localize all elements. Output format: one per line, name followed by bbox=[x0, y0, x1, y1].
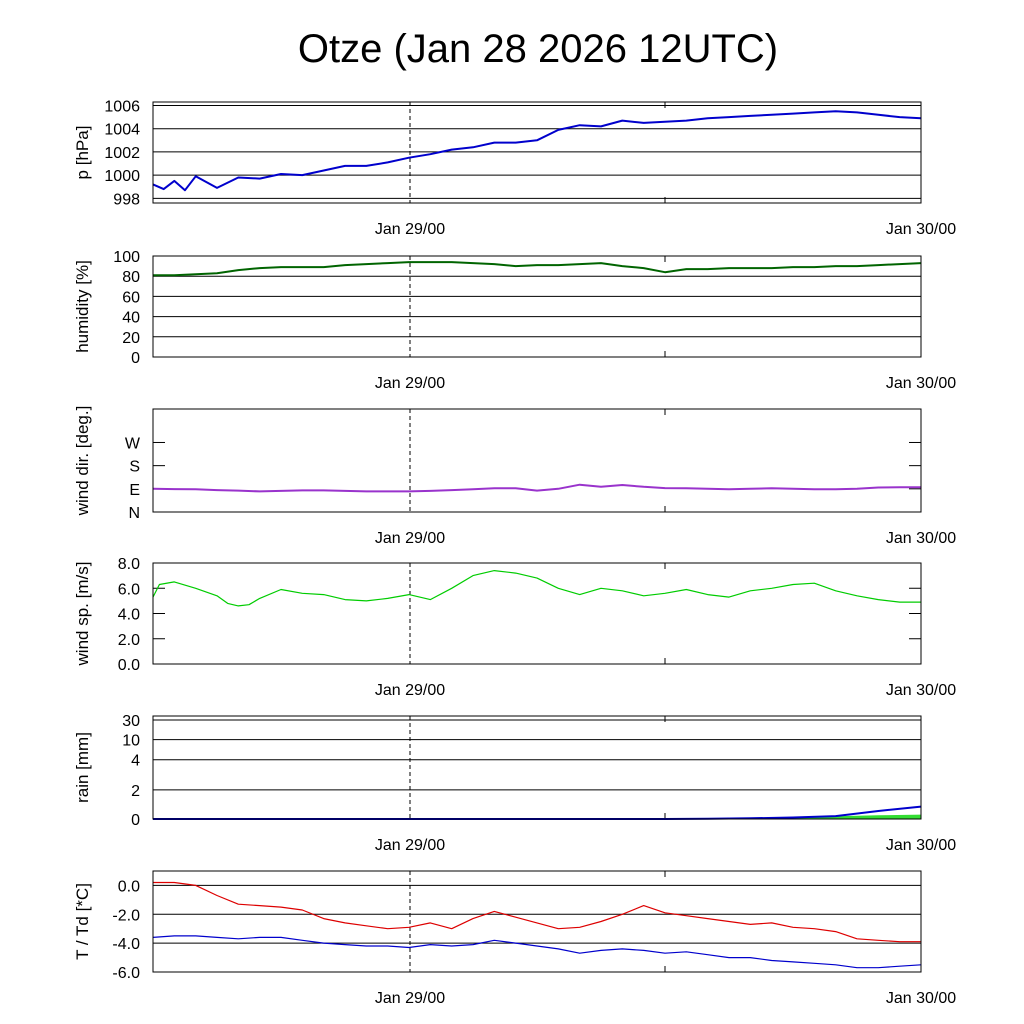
y-tick-label: 60 bbox=[122, 289, 140, 306]
y-tick-label: 80 bbox=[122, 269, 140, 286]
x-tick-label: Jan 29/00 bbox=[375, 530, 445, 547]
plot-frame bbox=[152, 715, 922, 820]
rain-total-line bbox=[153, 805, 922, 820]
y-tick-label: 100 bbox=[113, 249, 140, 266]
y-axis-label: p [hPa] bbox=[73, 126, 92, 180]
y-tick-label: 2.0 bbox=[118, 632, 140, 649]
chart-title: Otze (Jan 28 2026 12UTC) bbox=[298, 27, 778, 71]
series-line-pressure bbox=[152, 110, 922, 192]
y-axis-label: wind sp. [m/s] bbox=[73, 562, 92, 667]
series-line-humidity bbox=[153, 261, 922, 277]
x-tick-label: Jan 29/00 bbox=[375, 837, 445, 854]
x-tick-label: Jan 30/00 bbox=[886, 837, 956, 854]
y-tick-label: W bbox=[125, 435, 141, 452]
x-tick-label: Jan 30/00 bbox=[886, 221, 956, 238]
y-tick-label: 40 bbox=[122, 310, 140, 327]
panel-wind_sp: wind sp. [m/s] 0.0 2.0 4.0 6.0 8.0 Jan 29/00 Ja… bbox=[73, 556, 956, 699]
series-line-wind-direction bbox=[152, 483, 921, 493]
plot-frame bbox=[152, 101, 922, 204]
plot-frame bbox=[152, 870, 922, 973]
x-tick-label: Jan 29/00 bbox=[375, 375, 445, 392]
y-tick-label: 0 bbox=[131, 350, 140, 367]
x-tick-label: Jan 30/00 bbox=[886, 375, 956, 392]
panel-humidity: humidity [%] 0 20 40 60 80 100 Jan 29/00 Jan 30/… bbox=[73, 249, 956, 392]
y-tick-label: 1002 bbox=[104, 145, 140, 162]
y-tick-label: 30 bbox=[122, 713, 140, 730]
y-tick-label: 1006 bbox=[104, 98, 140, 115]
y-tick-label: 6.0 bbox=[118, 581, 140, 598]
y-tick-label: S bbox=[129, 459, 140, 476]
y-axis-label: rain [mm] bbox=[73, 732, 92, 803]
y-tick-label: 4 bbox=[131, 753, 140, 770]
y-axis-label: wind dir. [deg.] bbox=[73, 406, 92, 517]
series-line-t bbox=[153, 881, 921, 943]
x-tick-label: Jan 29/00 bbox=[375, 682, 445, 699]
y-tick-label: N bbox=[128, 505, 140, 522]
x-tick-label: Jan 30/00 bbox=[886, 682, 956, 699]
series-line-wind-speed bbox=[152, 569, 921, 607]
y-tick-label: 998 bbox=[113, 191, 140, 208]
y-tick-label: 4.0 bbox=[118, 607, 140, 624]
panel-pressure: p [hPa] 998 1000 1002 1004 1006 Jan 29/00 Jan 3… bbox=[73, 98, 956, 238]
y-tick-label: -6.0 bbox=[112, 965, 140, 982]
series-line-td bbox=[152, 935, 922, 969]
y-tick-label: 2 bbox=[131, 783, 140, 800]
y-tick-label: E bbox=[129, 482, 140, 499]
x-tick-label: Jan 29/00 bbox=[375, 221, 445, 238]
y-axis-label: T / Td [*C] bbox=[73, 883, 92, 960]
y-tick-label: 20 bbox=[122, 330, 140, 347]
x-tick-label: Jan 30/00 bbox=[886, 990, 956, 1007]
y-tick-label: 1004 bbox=[104, 122, 140, 139]
plot-frame bbox=[152, 562, 922, 665]
x-tick-label: Jan 29/00 bbox=[375, 990, 445, 1007]
y-tick-label: -2.0 bbox=[112, 907, 140, 924]
plot-frame bbox=[152, 408, 922, 513]
plot-frame bbox=[152, 255, 922, 358]
y-tick-label: 8.0 bbox=[118, 556, 140, 573]
y-tick-label: 0.0 bbox=[118, 657, 140, 674]
panel-rain: rain [mm] 0 2 4 10 30 Jan 29/00 Jan 30/00 bbox=[73, 713, 956, 854]
y-tick-label: 0 bbox=[131, 812, 140, 829]
y-tick-label: -4.0 bbox=[112, 936, 140, 953]
x-tick-label: Jan 30/00 bbox=[886, 530, 956, 547]
y-tick-label: 1000 bbox=[104, 168, 140, 185]
y-axis-label: humidity [%] bbox=[73, 260, 92, 353]
y-tick-label: 10 bbox=[122, 733, 140, 750]
y-tick-label: 0.0 bbox=[118, 878, 140, 895]
panel-temp: T / Td [*C] -6.0 -4.0 -2.0 0.0 Jan 29/00 Jan 3… bbox=[73, 870, 956, 1007]
